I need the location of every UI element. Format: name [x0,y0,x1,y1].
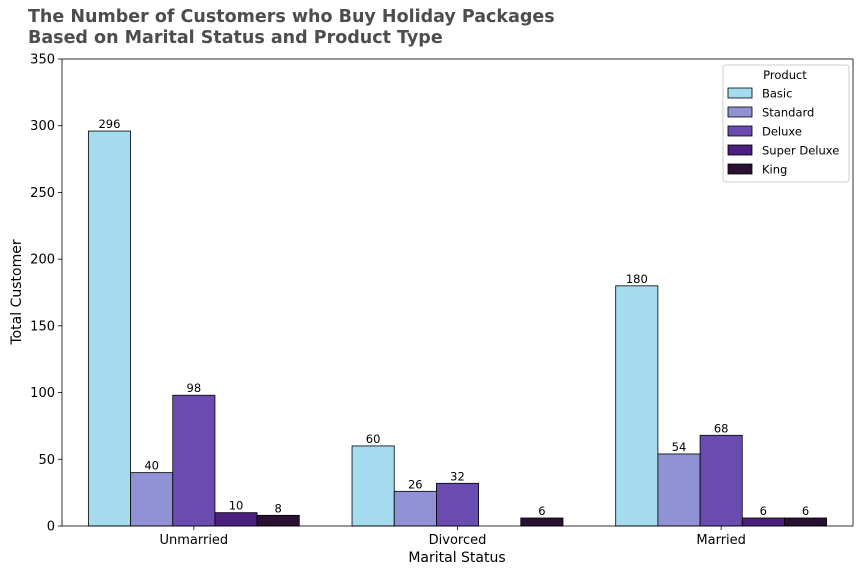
legend-swatch-deluxe [727,125,753,137]
y-tick-label: 250 [30,186,55,201]
bar-deluxe-divorced [436,482,480,527]
bar-basic-married [615,285,659,527]
legend-label-king: King [762,163,787,177]
legend-swatch-king [727,163,753,175]
x-tick-label-married: Married [696,533,746,548]
y-tick-label: 50 [38,453,55,468]
data-label-super-deluxe-married: 6 [760,504,767,518]
x-axis-label: Marital Status [408,550,505,566]
data-label-standard-divorced: 26 [408,477,423,491]
legend-label-super-deluxe: Super Deluxe [762,144,839,158]
legend-label-deluxe: Deluxe [762,125,802,139]
data-label-king-divorced: 6 [538,504,545,518]
chart-title-line-2: Based on Marital Status and Product Type [28,28,443,48]
legend-items: Basic Standard Deluxe Super Deluxe King [727,87,839,177]
data-label-basic-unmarried: 296 [98,117,120,131]
data-label-basic-married: 180 [626,272,648,286]
data-label-standard-unmarried: 40 [144,459,159,473]
data-label-deluxe-married: 68 [714,421,729,435]
y-tick-label: 150 [30,319,55,334]
bar-standard-unmarried [130,472,174,527]
y-axis: 0 50 100 150 200 250 300 350 [30,53,62,535]
legend-title: Product [763,68,807,82]
bar-king-divorced [520,517,564,527]
bar-king-unmarried [256,514,300,527]
legend-label-standard: Standard [762,106,814,120]
y-tick-label: 100 [30,386,55,401]
legend-label-basic: Basic [762,87,792,101]
y-tick-label: 0 [47,520,55,535]
legend-swatch-super-deluxe [727,144,753,156]
legend-swatch-standard [727,106,753,118]
bar-super-deluxe-unmarried [214,512,258,527]
bar-king-married [784,517,828,527]
bar-standard-married [657,453,701,527]
bar-basic-divorced [351,445,395,527]
x-tick-label-unmarried: Unmarried [159,533,228,548]
bar-basic-unmarried [87,130,131,527]
bar-standard-divorced [393,490,437,527]
data-label-king-married: 6 [802,504,809,518]
chart-title: The Number of Customers who Buy Holiday … [28,7,555,49]
legend-frame [722,64,850,183]
y-tick-label: 200 [30,253,55,268]
data-label-deluxe-divorced: 32 [450,469,465,483]
bar-deluxe-unmarried [172,394,216,527]
legend: Product Basic Standard Deluxe Super Deluxe K… [722,64,850,183]
data-label-super-deluxe-unmarried: 10 [229,499,244,513]
data-label-basic-divorced: 60 [366,432,381,446]
bar-super-deluxe-married [741,517,785,527]
y-tick-label: 300 [30,119,55,134]
x-tick-label-divorced: Divorced [429,533,487,548]
data-label-deluxe-unmarried: 98 [187,381,202,395]
bar-deluxe-married [699,434,743,527]
y-tick-label: 350 [30,53,55,68]
legend-swatch-basic [727,87,753,99]
y-axis-label: Total Customer [9,239,25,345]
data-label-king-unmarried: 8 [275,501,282,515]
x-axis: Unmarried Divorced Married [159,526,746,548]
data-label-standard-married: 54 [672,440,687,454]
chart-title-line-1: The Number of Customers who Buy Holiday … [28,7,555,27]
